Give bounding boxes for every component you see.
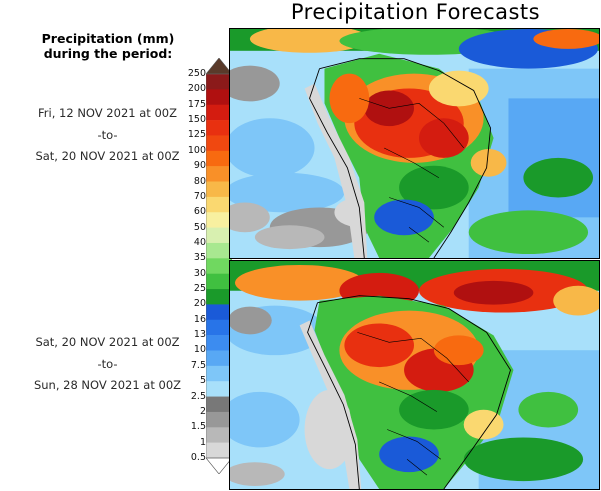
scale-tick-label: 35 [193,252,206,264]
scale-tick-label: 200 [187,83,206,95]
legend-title: Precipitation (mm) during the period: [28,31,188,61]
scale-outline [206,73,232,459]
scale-segment [206,442,232,459]
scale-tick-label: 100 [187,144,206,156]
scale-segment [206,427,232,443]
scale-tick-label: 175 [187,98,206,110]
scale-segment [206,89,232,106]
scale-tick-label: 80 [193,175,206,187]
scale-segment [206,166,232,182]
scale-segment [206,242,232,259]
scale-segment [206,135,232,152]
scale-tick-label: 2 [199,405,206,417]
scale-segment [206,196,232,213]
scale-segment [206,304,232,321]
scale-tick-label: 25 [193,283,206,295]
scale-segment [206,350,232,367]
period-1-label: Fri, 12 NOV 2021 at 00Z -to- Sat, 20 NOV… [20,103,195,168]
scale-tick-label: 50 [193,221,206,233]
scale-segment [206,181,232,198]
period-1-start: Fri, 12 NOV 2021 at 00Z [38,106,177,120]
period-2-start: Sat, 20 NOV 2021 at 00Z [35,335,180,349]
color-scale-bar [206,58,232,474]
period-2-end: Sun, 28 NOV 2021 at 00Z [33,378,182,392]
scale-tick-label: 70 [193,190,206,202]
forecast-map-period-1 [229,28,600,259]
scale-segment [206,381,232,397]
scale-segment [206,104,232,121]
scale-tick-label: 90 [193,160,206,172]
period-2-separator: -to- [97,356,118,371]
scale-tick-label: 1.5 [190,421,206,433]
scale-tick-label: 40 [193,236,206,248]
scale-tick-label: 125 [187,129,206,141]
period-2-label: Sat, 20 NOV 2021 at 00Z -to- Sun, 28 NOV… [20,332,195,397]
scale-segment [206,411,232,428]
scale-tick-label: 250 [187,68,206,79]
scale-tick-label: 2.5 [190,390,206,402]
scale-segment [206,258,232,274]
scale-segment [206,212,232,228]
scale-segment [206,396,232,413]
legend-title-line1: Precipitation (mm) [41,31,175,46]
scale-segment [206,120,232,136]
scale-tick-label: 20 [193,298,206,310]
chart-title: Precipitation Forecasts [290,0,541,24]
scale-segment [206,74,232,90]
period-1-end: Sat, 20 NOV 2021 at 00Z [35,149,180,163]
scale-tick-label: 13 [193,329,206,341]
scale-tick-label: 60 [193,206,206,218]
scale-tick-label: 16 [193,313,206,325]
scale-tick-label: 10 [193,344,206,356]
scale-tick-label: 5 [199,375,206,387]
scale-tick-label: 0.5 [190,452,206,463]
scale-tick-label: 150 [187,114,206,126]
scale-segment [206,319,232,336]
forecast-map-period-2 [229,260,600,490]
scale-segment [206,150,232,167]
scale-tick-label: 1 [199,436,206,448]
scale-segment [206,365,232,382]
period-1-separator: -to- [97,127,118,142]
scale-segment [206,227,232,244]
scale-segment [206,273,232,290]
color-scale-ticks: 250 200 175 150 125 100 90 80 70 60 50 40 35 30 25 20 16… [182,0,206,491]
scale-segment [206,289,232,305]
scale-segment [206,335,232,351]
legend-title-line2: during the period: [43,46,173,61]
scale-tick-label: 7.5 [190,359,206,371]
scale-tick-label: 30 [193,267,206,279]
